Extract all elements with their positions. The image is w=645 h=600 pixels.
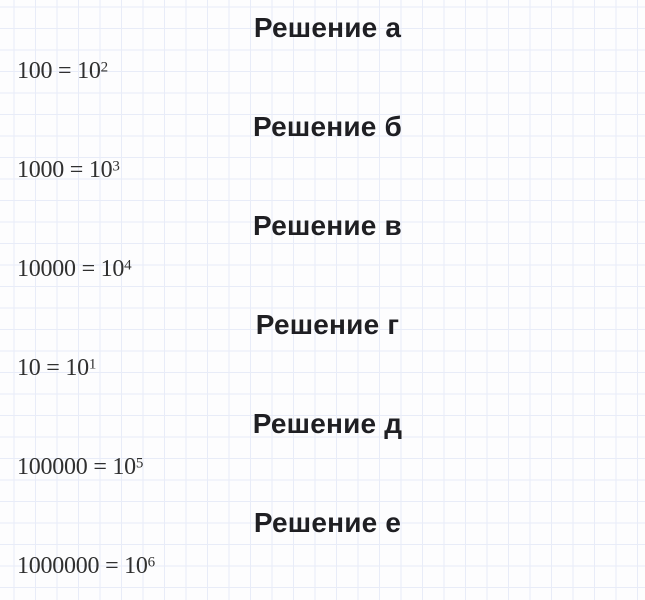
equals-sign: = <box>58 58 72 84</box>
power-exponent: 1 <box>88 356 97 373</box>
equation: 10000 = 104 <box>17 256 132 282</box>
power-exponent: 4 <box>124 257 132 274</box>
equation: 100000 = 105 <box>17 454 143 480</box>
equation-lhs: 1000000 <box>17 553 100 579</box>
solution-heading: Решение б <box>252 111 403 142</box>
solution-section-e: Решение е 1000000 = 106 <box>0 495 645 594</box>
equals-sign: = <box>46 355 60 381</box>
equation: 100 = 102 <box>17 58 108 84</box>
equals-sign: = <box>69 157 84 183</box>
equation-lhs: 10 <box>17 355 41 381</box>
power-exponent: 2 <box>100 59 109 76</box>
equation-lhs: 1000 <box>17 157 65 183</box>
power-base: 10 <box>88 157 113 183</box>
power-base: 10 <box>124 553 148 579</box>
power-base: 10 <box>100 256 125 282</box>
solution-heading: Решение в <box>253 210 402 241</box>
equation-lhs: 100000 <box>17 454 88 480</box>
equals-sign: = <box>93 454 107 480</box>
solution-heading: Решение г <box>255 309 400 340</box>
solution-heading: Решение д <box>252 408 403 439</box>
equation-lhs: 100 <box>17 58 53 84</box>
solution-section-v: Решение в 10000 = 104 <box>0 198 645 297</box>
solution-section-a: Решение а 100 = 102 <box>0 0 645 99</box>
equals-sign: = <box>81 256 96 282</box>
power-base: 10 <box>77 58 101 84</box>
power-base: 10 <box>112 454 136 480</box>
equation: 10 = 101 <box>17 355 96 381</box>
power-exponent: 3 <box>112 158 120 175</box>
solution-section-d: Решение д 100000 = 105 <box>0 396 645 495</box>
solution-section-b: Решение б 1000 = 103 <box>0 99 645 198</box>
equation-lhs: 10000 <box>17 256 76 282</box>
solution-heading: Решение а <box>253 12 402 43</box>
solution-heading: Решение е <box>253 507 402 538</box>
equation: 1000000 = 106 <box>17 553 155 579</box>
solution-section-g: Решение г 10 = 101 <box>0 297 645 396</box>
equals-sign: = <box>105 553 119 579</box>
power-exponent: 6 <box>147 554 156 571</box>
equation: 1000 = 103 <box>17 157 120 183</box>
power-base: 10 <box>65 355 89 381</box>
power-exponent: 5 <box>135 455 144 472</box>
